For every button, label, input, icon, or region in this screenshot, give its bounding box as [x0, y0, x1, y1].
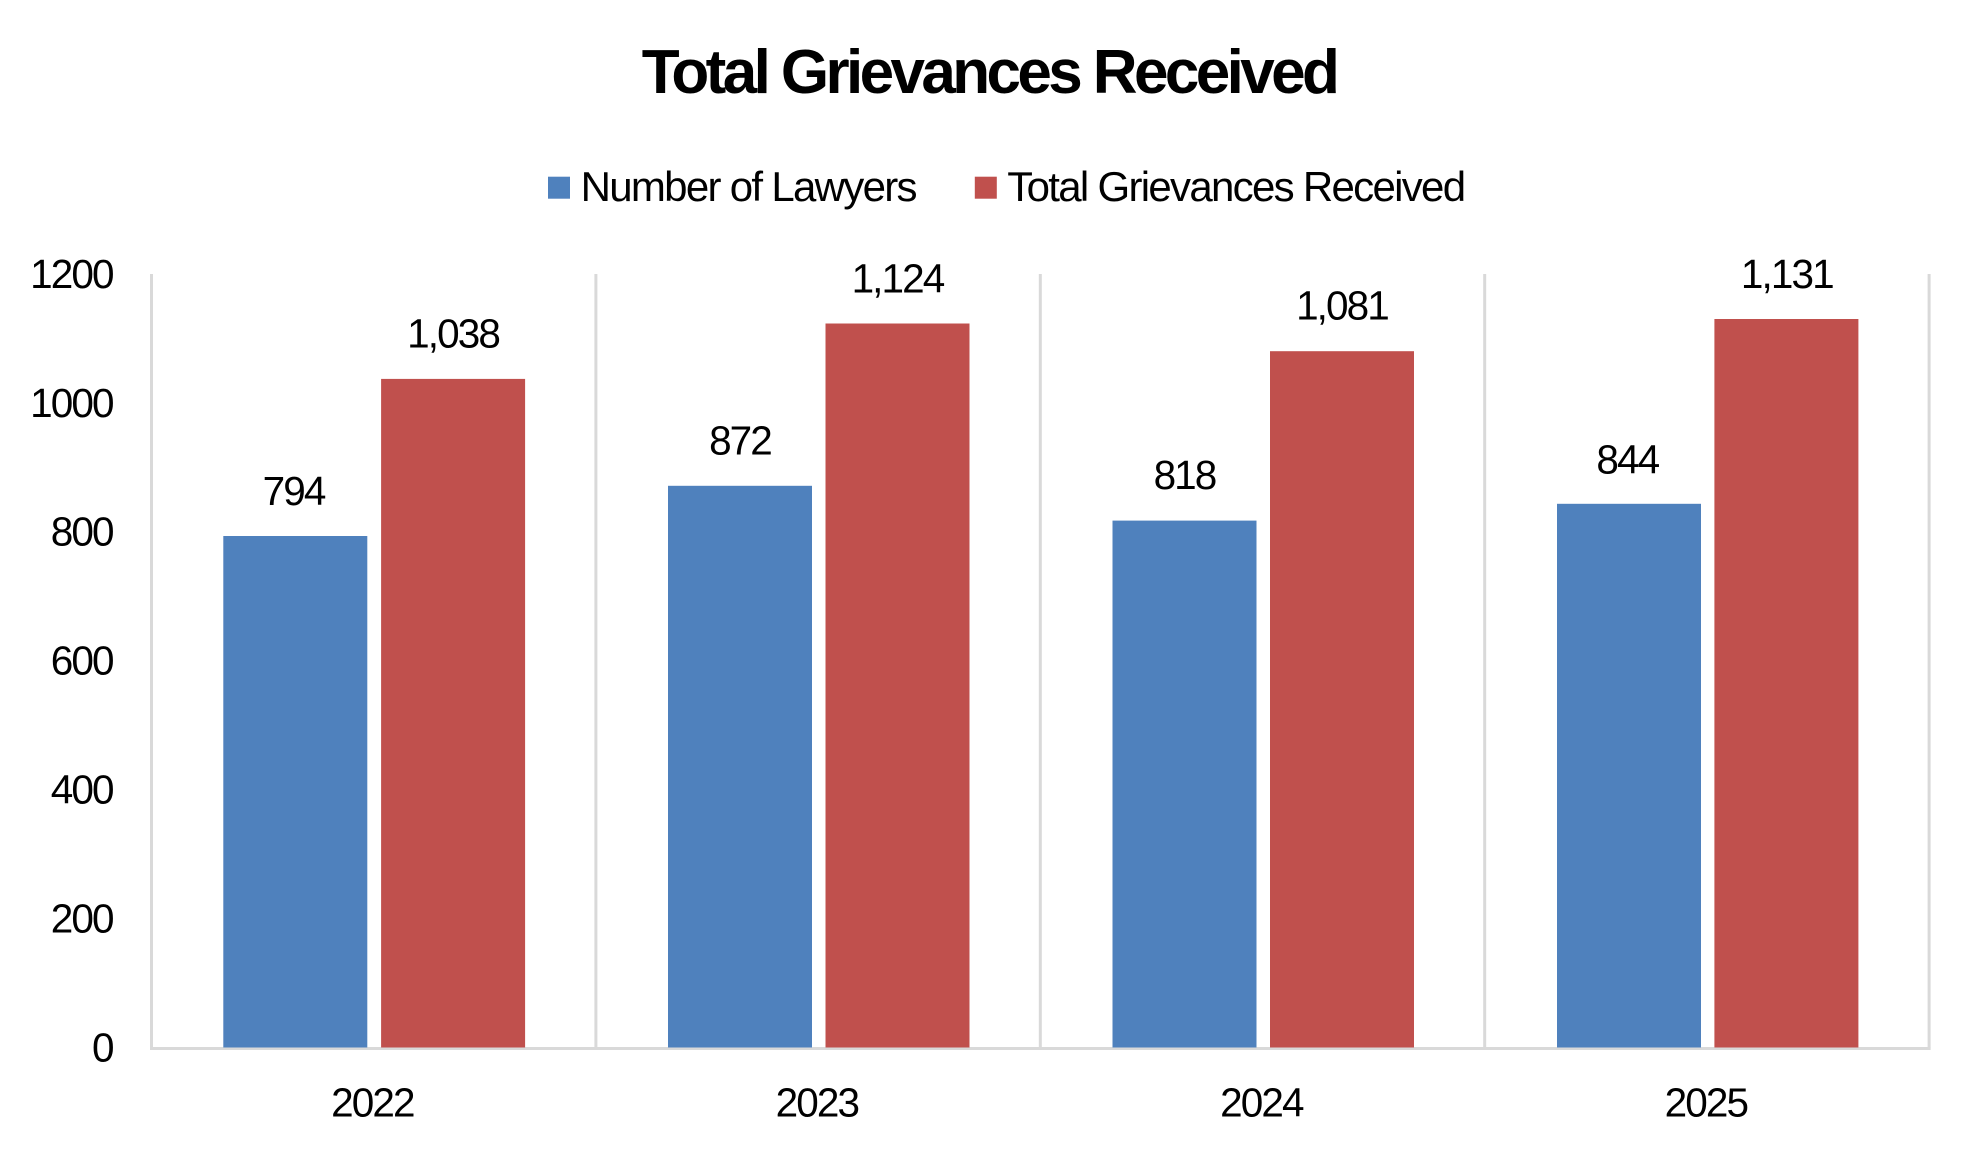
svg-text:800: 800: [51, 509, 113, 555]
svg-text:1200: 1200: [30, 251, 113, 297]
svg-text:1,124: 1,124: [852, 256, 945, 302]
svg-text:1000: 1000: [30, 380, 113, 426]
svg-text:1,038: 1,038: [407, 310, 499, 356]
svg-text:200: 200: [51, 895, 113, 941]
svg-text:844: 844: [1596, 436, 1659, 482]
svg-text:794: 794: [263, 468, 326, 514]
svg-text:400: 400: [51, 767, 113, 813]
svg-text:Total Grievances Received: Total Grievances Received: [1007, 163, 1464, 210]
svg-text:0: 0: [92, 1024, 113, 1070]
svg-text:2023: 2023: [776, 1079, 859, 1125]
svg-text:600: 600: [51, 638, 113, 684]
svg-text:2022: 2022: [331, 1079, 414, 1125]
svg-text:872: 872: [709, 417, 771, 463]
svg-text:818: 818: [1154, 452, 1216, 498]
svg-text:1,131: 1,131: [1741, 251, 1833, 297]
svg-text:2025: 2025: [1665, 1079, 1748, 1125]
svg-text:Number of Lawyers: Number of Lawyers: [581, 163, 917, 210]
svg-text:2024: 2024: [1220, 1079, 1304, 1125]
svg-text:1,081: 1,081: [1296, 283, 1388, 329]
svg-text:Total Grievances Received: Total Grievances Received: [642, 38, 1337, 107]
